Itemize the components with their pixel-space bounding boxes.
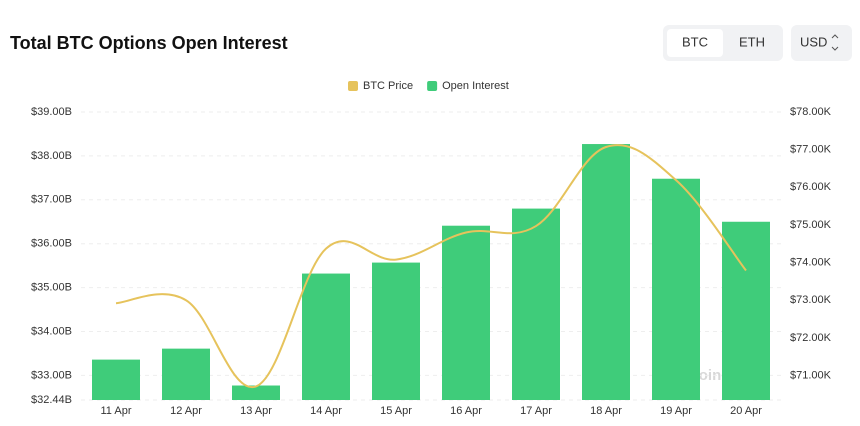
y2-tick-label: $74.00K [790, 256, 832, 268]
x-tick-label: 20 Apr [730, 405, 762, 417]
x-tick-label: 15 Apr [380, 405, 412, 417]
x-tick-label: 17 Apr [520, 405, 552, 417]
x-tick-label: 14 Apr [310, 405, 342, 417]
legend-label: Open Interest [442, 80, 509, 92]
legend-label: BTC Price [363, 80, 413, 92]
legend-swatch [427, 81, 438, 91]
bar [722, 221, 770, 400]
y-tick-label: $35.00B [31, 282, 72, 294]
bar [302, 273, 350, 400]
x-tick-label: 16 Apr [450, 405, 482, 417]
y2-tick-label: $73.00K [790, 294, 832, 306]
y2-tick-label: $78.00K [790, 106, 832, 118]
legend-swatch [348, 81, 358, 91]
bar [372, 262, 420, 400]
price-line [115, 144, 747, 388]
y-tick-label: $39.00B [31, 106, 72, 118]
x-tick-label: 18 Apr [590, 405, 622, 417]
x-tick-label: 12 Apr [170, 405, 202, 417]
y2-tick-label: $75.00K [790, 219, 832, 231]
currency-label[interactable]: USD [800, 34, 827, 49]
bar [582, 144, 630, 400]
tab[interactable]: ETH [739, 34, 765, 49]
y-tick-label: $37.00B [31, 194, 72, 206]
y-tick-label: $36.00B [31, 238, 72, 250]
y2-tick-label: $77.00K [790, 144, 832, 156]
bar [162, 348, 210, 400]
tab-active [667, 29, 723, 57]
x-tick-label: 19 Apr [660, 405, 692, 417]
bar [442, 225, 490, 400]
tab[interactable]: BTC [682, 34, 708, 49]
y2-tick-label: $76.00K [790, 181, 832, 193]
y2-tick-label: $71.00K [790, 369, 832, 381]
bar [652, 178, 700, 400]
bar [232, 385, 280, 400]
select-arrows [831, 34, 839, 51]
y-tick-label: $32.44B [31, 394, 72, 406]
y-tick-label: $34.00B [31, 325, 72, 337]
x-tick-label: 11 Apr [101, 405, 132, 417]
bar [92, 359, 140, 400]
currency-select[interactable] [791, 25, 852, 61]
chart-title: Total BTC Options Open Interest [10, 33, 288, 53]
bar [512, 208, 560, 400]
y-tick-label: $38.00B [31, 150, 72, 162]
y-tick-label: $33.00B [31, 369, 72, 381]
y2-tick-label: $72.00K [790, 332, 832, 344]
x-tick-label: 13 Apr [240, 405, 272, 417]
